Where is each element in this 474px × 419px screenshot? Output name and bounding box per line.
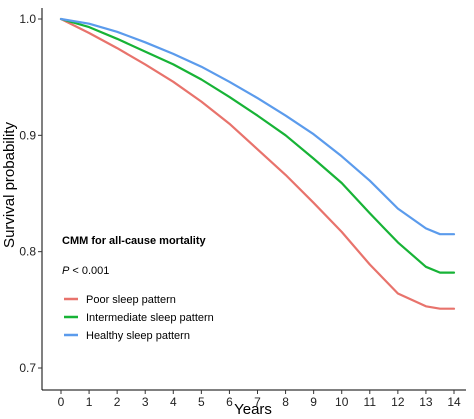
legend-items: Poor sleep pattern Intermediate sleep pat… <box>64 294 214 342</box>
p-value-text: < 0.001 <box>69 265 109 277</box>
x-tick-label: 13 <box>419 395 433 409</box>
x-tick-label: 1 <box>86 395 93 409</box>
y-tick-label: 1.0 <box>19 12 36 26</box>
series-layer <box>59 17 456 310</box>
x-tick-label: 11 <box>364 395 377 409</box>
p-value-symbol: P <box>62 265 70 277</box>
x-tick-label: 9 <box>310 395 317 409</box>
legend-title: CMM for all-cause mortality <box>62 235 207 247</box>
x-axis: 0 1 2 3 4 5 6 7 8 9 10 11 12 13 14 <box>42 389 466 409</box>
legend-label: Poor sleep pattern <box>86 294 176 306</box>
y-tick-label: 0.8 <box>19 245 36 259</box>
x-tick-label: 3 <box>142 395 149 409</box>
x-tick-label: 0 <box>58 395 65 409</box>
x-tick-label: 7 <box>254 395 261 409</box>
y-tick-label: 0.7 <box>19 361 36 375</box>
p-value-label: P < 0.001 <box>62 265 109 277</box>
series-line-2 <box>59 17 456 274</box>
x-axis-title: Years <box>234 401 272 418</box>
series-line-3 <box>59 17 456 236</box>
x-tick-label: 14 <box>447 395 461 409</box>
x-tick-label: 8 <box>282 395 289 409</box>
series-line-1 <box>59 17 456 310</box>
x-tick-label: 10 <box>335 395 349 409</box>
legend: CMM for all-cause mortality P < 0.001 Po… <box>62 235 214 342</box>
x-tick-label: 6 <box>226 395 233 409</box>
x-tick-label: 2 <box>114 395 121 409</box>
y-tick-label: 0.9 <box>19 128 36 142</box>
x-tick-label: 4 <box>170 395 177 409</box>
x-tick-label: 5 <box>198 395 205 409</box>
y-axis-title: Survival probability <box>1 122 18 248</box>
y-axis: 0.7 0.8 0.9 1.0 <box>19 8 43 390</box>
legend-label: Healthy sleep pattern <box>86 330 190 342</box>
legend-label: Intermediate sleep pattern <box>86 312 214 324</box>
x-tick-label: 12 <box>391 395 405 409</box>
